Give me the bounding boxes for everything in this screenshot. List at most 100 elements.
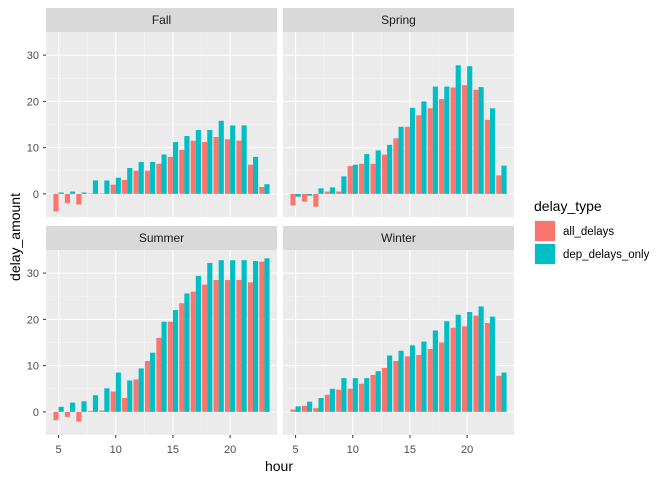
bar-all_delays-14 <box>393 138 399 194</box>
bar-dep_delays_only-7 <box>81 401 87 412</box>
bar-all_delays-14 <box>156 337 162 412</box>
bar-all_delays-11 <box>359 163 365 194</box>
facet-strip <box>46 226 277 250</box>
bar-all_delays-6 <box>64 411 71 417</box>
y-tick-label: 10 <box>27 143 39 155</box>
bar-dep_delays_only-11 <box>364 154 370 194</box>
bar-all_delays-6 <box>301 405 308 412</box>
bars <box>290 306 507 412</box>
x-tick-label: 15 <box>404 444 416 456</box>
facet-strip-label: Spring <box>381 13 416 27</box>
bar-dep_delays_only-16 <box>421 341 427 412</box>
bar-dep_delays_only-10 <box>115 372 121 412</box>
bar-dep_delays_only-12 <box>375 150 381 194</box>
bar-all_delays-7 <box>313 408 319 412</box>
bar-all_delays-17 <box>427 108 433 194</box>
bar-dep_delays_only-17 <box>432 330 438 412</box>
bar-all_delays-8 <box>87 193 93 194</box>
bar-all_delays-9 <box>99 410 105 412</box>
bar-dep_delays_only-19 <box>455 65 461 194</box>
bar-dep_delays_only-23 <box>501 372 507 412</box>
x-axis-title: hour <box>265 458 293 474</box>
legend-label-dep_delays_only: dep_delays_only <box>563 249 650 261</box>
bar-all_delays-21 <box>473 89 479 194</box>
bar-all_delays-5 <box>290 409 296 412</box>
facet-strip-label: Fall <box>152 13 171 27</box>
bar-all_delays-12 <box>133 170 139 194</box>
facet-strip-label: Winter <box>381 231 416 245</box>
bar-dep_delays_only-16 <box>421 101 427 194</box>
bar-dep_delays_only-23 <box>264 184 270 194</box>
bar-all_delays-19 <box>450 327 456 412</box>
bar-all_delays-19 <box>213 136 219 194</box>
axes-layer: hour delay_amount <box>7 193 293 474</box>
bar-all_delays-21 <box>236 140 242 194</box>
bar-dep_delays_only-20 <box>230 260 236 412</box>
bar-dep_delays_only-15 <box>172 310 179 412</box>
bar-dep_delays_only-22 <box>252 261 259 412</box>
bar-dep_delays_only-9 <box>341 176 347 194</box>
legend-title: delay_type <box>534 198 602 214</box>
bar-all_delays-15 <box>167 156 173 194</box>
bar-all_delays-14 <box>156 163 162 194</box>
bar-dep_delays_only-17 <box>432 86 438 194</box>
bar-all_delays-17 <box>190 140 196 194</box>
facet-strip <box>46 8 277 32</box>
facet-panel-fall: Fall 0 10 20 30 <box>27 8 277 217</box>
bar-dep_delays_only-5 <box>295 193 301 197</box>
bar-all_delays-18 <box>439 342 445 412</box>
bar-all_delays-23 <box>496 175 502 194</box>
bar-dep_delays_only-21 <box>478 87 484 194</box>
bar-all_delays-9 <box>336 389 342 412</box>
bar-all_delays-21 <box>236 280 242 412</box>
bar-dep_delays_only-21 <box>241 125 247 194</box>
bar-dep_delays_only-22 <box>252 156 259 194</box>
bar-dep_delays_only-6 <box>307 401 313 412</box>
bar-all_delays-10 <box>110 391 116 412</box>
facet-strip <box>283 226 514 250</box>
bar-all_delays-9 <box>336 191 342 194</box>
bar-dep_delays_only-18 <box>444 321 450 412</box>
bars <box>290 65 507 207</box>
bar-all_delays-13 <box>144 361 151 412</box>
bar-dep_delays_only-19 <box>455 314 461 412</box>
bar-all_delays-22 <box>247 282 253 412</box>
facet-strip-label: Summer <box>139 231 184 245</box>
bar-all_delays-16 <box>416 115 422 194</box>
bar-dep_delays_only-10 <box>352 378 358 412</box>
bar-all_delays-13 <box>381 367 388 412</box>
bar-all_delays-20 <box>224 139 231 194</box>
bar-dep_delays_only-9 <box>104 388 110 412</box>
bar-dep_delays_only-12 <box>138 368 144 412</box>
bar-all_delays-20 <box>461 85 468 194</box>
bar-dep_delays_only-17 <box>195 130 201 194</box>
bar-dep_delays_only-6 <box>70 402 76 412</box>
bar-all_delays-5 <box>290 193 296 206</box>
bar-all_delays-20 <box>224 280 231 412</box>
bar-dep_delays_only-18 <box>207 130 213 194</box>
bar-all_delays-12 <box>370 374 376 412</box>
bar-dep_delays_only-16 <box>184 293 190 412</box>
bar-dep_delays_only-7 <box>318 188 324 194</box>
bar-dep_delays_only-12 <box>375 371 381 412</box>
bar-dep_delays_only-9 <box>104 180 110 194</box>
bar-all_delays-18 <box>202 142 208 194</box>
bar-all_delays-8 <box>87 410 93 412</box>
bar-dep_delays_only-10 <box>115 177 121 194</box>
bar-all_delays-22 <box>484 323 490 412</box>
bar-all_delays-11 <box>122 398 128 412</box>
bar-all_delays-9 <box>99 193 105 194</box>
y-tick-label: 20 <box>27 96 39 108</box>
bars <box>53 258 270 422</box>
bar-all_delays-13 <box>381 154 388 194</box>
bar-all_delays-23 <box>496 375 502 412</box>
bar-all_delays-16 <box>416 354 422 412</box>
x-tick-label: 10 <box>347 444 359 456</box>
y-tick-label: 0 <box>33 407 39 419</box>
bar-dep_delays_only-20 <box>467 66 473 194</box>
bar-dep_delays_only-20 <box>467 311 473 412</box>
bar-dep_delays_only-5 <box>58 192 64 194</box>
bar-dep_delays_only-7 <box>318 398 324 412</box>
facet-panel-winter: Winter 5 10 15 20 <box>283 226 514 456</box>
facet-panel-summer: Summer 0 10 20 30 5 10 15 20 <box>27 226 277 456</box>
